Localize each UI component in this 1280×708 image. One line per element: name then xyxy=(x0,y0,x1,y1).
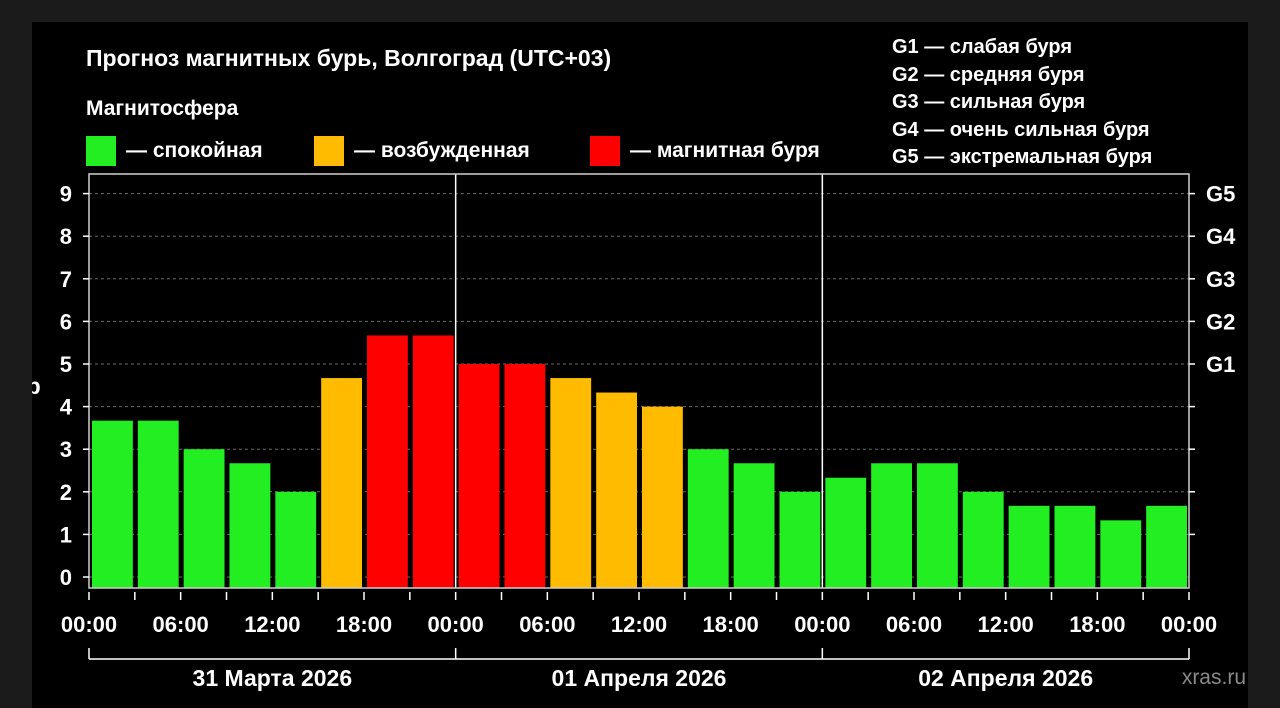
g-level-g5: G5 — экстремальная буря xyxy=(892,146,1153,168)
legend-label-active: — возбужденная xyxy=(354,139,530,162)
bar-quiet xyxy=(1054,505,1096,588)
y-tick-label: 8 xyxy=(60,224,72,249)
y-tick-label: 1 xyxy=(60,522,72,547)
chart-title: Прогноз магнитных бурь, Волгоград (UTC+0… xyxy=(86,45,612,71)
x-tick-label: 00:00 xyxy=(61,612,117,637)
bar-storm xyxy=(367,335,408,588)
y-tick-label: 2 xyxy=(60,480,72,505)
x-tick-label: 18:00 xyxy=(336,612,392,637)
plot-frame xyxy=(88,173,1190,589)
g-level-g2: G2 — средняя буря xyxy=(892,63,1085,86)
bar-quiet xyxy=(92,420,133,588)
bar-quiet xyxy=(137,420,179,588)
x-tick-label: 18:00 xyxy=(703,612,759,637)
legend-item-active: — возбужденная xyxy=(314,136,530,166)
bar-quiet xyxy=(917,463,958,588)
forecast-panel: 0 1 2 3 4 5 6 7 8 9 G1 G2 G3 G4 G5 Kp 00:00 06:00 12:00 18:… xyxy=(32,22,1248,708)
y-tick-label: 4 xyxy=(60,395,73,420)
watermark: xras.ru xyxy=(1181,666,1246,689)
bar-storm xyxy=(458,364,500,588)
y-tick-label: 0 xyxy=(60,565,72,590)
x-tick-label: 00:00 xyxy=(428,612,484,637)
g-tick-label: G2 xyxy=(1206,309,1235,334)
bar-storm xyxy=(412,335,454,588)
y-tick-label: 5 xyxy=(60,352,72,377)
bar-quiet xyxy=(1008,505,1050,588)
g-level-g4: G4 — очень сильная буря xyxy=(892,118,1150,141)
bar-quiet xyxy=(1146,505,1187,588)
y-tick-label: 6 xyxy=(60,309,72,334)
legend-item-storm: — магнитная буря xyxy=(590,136,820,166)
bar-quiet xyxy=(962,491,1004,588)
legend-swatch-quiet xyxy=(86,136,116,166)
bar-quiet xyxy=(275,491,317,588)
x-tick-label: 06:00 xyxy=(886,612,942,637)
bar-quiet xyxy=(183,449,225,588)
bar-quiet xyxy=(825,477,867,588)
bar-quiet xyxy=(229,463,271,588)
day-label: 02 Апреля 2026 xyxy=(918,665,1093,691)
day-label: 31 Марта 2026 xyxy=(193,665,353,691)
legend-swatch-active xyxy=(314,136,344,166)
x-tick-label: 06:00 xyxy=(153,612,209,637)
bar-active xyxy=(321,378,362,588)
x-tick-label: 06:00 xyxy=(519,612,575,637)
bar-active xyxy=(596,392,637,588)
legend-title: Магнитосфера xyxy=(86,97,239,120)
bar-active xyxy=(642,406,683,588)
g-level-g1: G1 — слабая буря xyxy=(892,36,1073,58)
bar-quiet xyxy=(1100,520,1142,588)
legend-label-storm: — магнитная буря xyxy=(630,139,820,162)
legend-label-quiet: — спокойная xyxy=(126,139,263,162)
bar-active xyxy=(550,378,592,588)
bar-quiet xyxy=(779,491,821,588)
g-tick-label: G1 xyxy=(1206,352,1235,377)
x-tick-label: 00:00 xyxy=(1161,612,1217,637)
legend-item-quiet: — спокойная xyxy=(86,136,263,166)
x-tick-label: 18:00 xyxy=(1069,612,1125,637)
g-level-g3: G3 — сильная буря xyxy=(892,91,1086,113)
y-tick-label: 3 xyxy=(60,437,72,462)
legend-swatch-storm xyxy=(590,136,620,166)
y-tick-label: 7 xyxy=(60,267,72,292)
bar-quiet xyxy=(687,449,729,588)
x-tick-label: 12:00 xyxy=(978,612,1034,637)
bar-quiet xyxy=(871,463,912,588)
bar-storm xyxy=(504,364,546,588)
x-tick-label: 12:00 xyxy=(244,612,300,637)
bar-quiet xyxy=(733,463,775,588)
g-tick-label: G4 xyxy=(1206,224,1236,249)
day-label: 01 Апреля 2026 xyxy=(552,665,727,691)
g-tick-label: G5 xyxy=(1206,182,1235,207)
y-axis-label: Kp xyxy=(32,373,41,399)
g-tick-label: G3 xyxy=(1206,267,1235,292)
g-level-legend: G1 — слабая буря G2 — средняя буря G3 — … xyxy=(892,34,1152,172)
kp-bar-chart: 0 1 2 3 4 5 6 7 8 9 G1 G2 G3 G4 G5 Kp 00:00 06:00 12:00 18:… xyxy=(32,173,1236,691)
x-tick-label: 12:00 xyxy=(611,612,667,637)
y-tick-label: 9 xyxy=(60,182,72,207)
x-tick-label: 00:00 xyxy=(794,612,850,637)
